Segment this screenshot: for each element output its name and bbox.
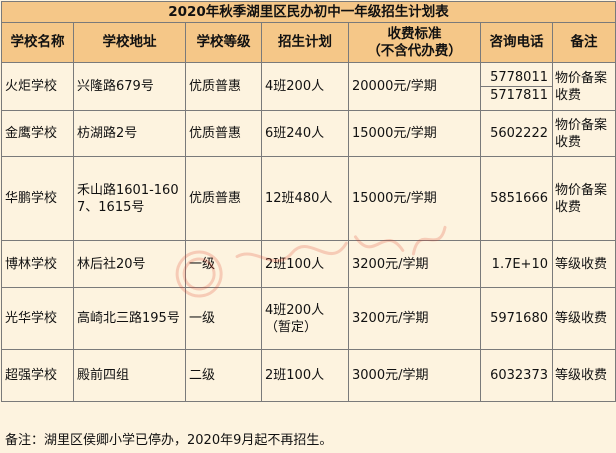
table-row: 超强学校 殿前四组 二级 2班100人 3000元/学期 6032373 等级收… <box>1 349 616 402</box>
table-row: 金鹰学校 枋湖路2号 优质普惠 6班240人 15000元/学期 5602222… <box>1 110 616 157</box>
header-fee-line1: 收费标准 <box>387 25 442 42</box>
table-title: 2020年秋季湖里区民办初中一年级招生计划表 <box>0 1 616 23</box>
cell-phone: 5971680 <box>480 287 553 350</box>
cell-address: 禾山路1601-1607、1615号 <box>73 156 186 241</box>
cell-note: 物价备案收费 <box>551 110 616 157</box>
cell-fee: 15000元/学期 <box>348 156 481 241</box>
cell-school-name: 超强学校 <box>1 349 74 402</box>
cell-note: 等级收费 <box>551 349 616 402</box>
header-school-name: 学校名称 <box>1 22 74 63</box>
cell-fee: 15000元/学期 <box>348 110 481 157</box>
cell-fee: 3200元/学期 <box>348 240 481 288</box>
cell-note: 物价备案收费 <box>551 62 616 111</box>
header-fee-line2: （不含代办费） <box>367 42 462 59</box>
cell-address: 林后社20号 <box>73 240 186 288</box>
enrollment-table: 2020年秋季湖里区民办初中一年级招生计划表 学校名称 学校地址 学校等级 招生… <box>0 1 616 402</box>
header-row: 学校名称 学校地址 学校等级 招生计划 收费标准 （不含代办费） 咨询电话 备注 <box>1 22 616 63</box>
cell-level: 一级 <box>185 240 262 288</box>
table-row: 博林学校 林后社20号 一级 2班100人 3200元/学期 1.7E+10 等… <box>1 240 616 288</box>
cell-address: 殿前四组 <box>73 349 186 402</box>
cell-school-name: 博林学校 <box>1 240 74 288</box>
table-row: 火炬学校 兴隆路679号 优质普惠 4班200人 20000元/学期 57780… <box>1 62 616 111</box>
cell-level: 一级 <box>185 287 262 350</box>
cell-phone: 6032373 <box>480 349 553 402</box>
page: 2020年秋季湖里区民办初中一年级招生计划表 学校名称 学校地址 学校等级 招生… <box>0 1 616 402</box>
cell-plan: 4班200人 <box>261 62 349 111</box>
cell-phone: 1.7E+10 <box>480 240 553 288</box>
cell-address: 枋湖路2号 <box>73 110 186 157</box>
table-row: 华鹏学校 禾山路1601-1607、1615号 优质普惠 12班480人 150… <box>1 156 616 241</box>
cell-address: 兴隆路679号 <box>73 62 186 111</box>
cell-phone: 5851666 <box>480 156 553 241</box>
header-note: 备注 <box>551 22 616 63</box>
cell-fee: 20000元/学期 <box>348 62 481 111</box>
header-school-level: 学校等级 <box>185 22 262 63</box>
table-row: 光华学校 高崎北三路195号 一级 4班200人（暂定） 3200元/学期 59… <box>1 287 616 350</box>
cell-note: 等级收费 <box>551 287 616 350</box>
cell-plan: 2班100人 <box>261 240 349 288</box>
cell-school-name: 光华学校 <box>1 287 74 350</box>
phone-number: 5717811 <box>481 86 552 104</box>
cell-school-name: 华鹏学校 <box>1 156 74 241</box>
header-fee-standard: 收费标准 （不含代办费） <box>348 22 481 63</box>
cell-phone: 5602222 <box>480 110 553 157</box>
cell-fee: 3200元/学期 <box>348 287 481 350</box>
cell-note: 物价备案收费 <box>551 156 616 241</box>
cell-level: 优质普惠 <box>185 62 262 111</box>
cell-plan: 2班100人 <box>261 349 349 402</box>
cell-level: 优质普惠 <box>185 110 262 157</box>
cell-level: 二级 <box>185 349 262 402</box>
cell-phone: 5778011 5717811 <box>480 62 553 111</box>
cell-note: 等级收费 <box>551 240 616 288</box>
footnote: 备注：湖里区侯卿小学已停办，2020年9月起不再招生。 <box>5 433 333 448</box>
cell-school-name: 火炬学校 <box>1 62 74 111</box>
cell-address: 高崎北三路195号 <box>73 287 186 350</box>
cell-level: 优质普惠 <box>185 156 262 241</box>
header-phone: 咨询电话 <box>480 22 553 63</box>
header-school-address: 学校地址 <box>73 22 186 63</box>
cell-plan: 12班480人 <box>261 156 349 241</box>
cell-plan: 4班200人（暂定） <box>261 287 349 350</box>
cell-plan: 6班240人 <box>261 110 349 157</box>
header-enrollment-plan: 招生计划 <box>261 22 349 63</box>
phone-number: 5778011 <box>490 70 548 85</box>
cell-school-name: 金鹰学校 <box>1 110 74 157</box>
cell-fee: 3000元/学期 <box>348 349 481 402</box>
